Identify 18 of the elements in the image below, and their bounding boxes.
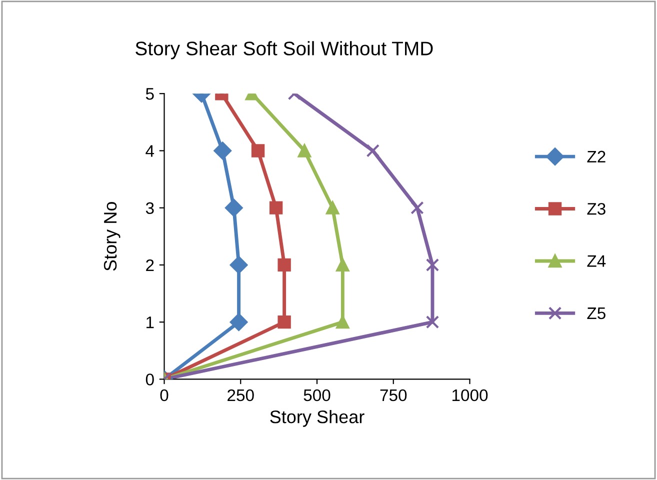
y-axis-title: Story No xyxy=(104,202,120,271)
x-tick-label: 500 xyxy=(304,389,330,402)
x-tick-label: 1000 xyxy=(452,389,488,402)
x-tick-label: 250 xyxy=(228,389,254,402)
chart-title: Story Shear Soft Soil Without TMD xyxy=(136,41,433,60)
x-tick-label: 0 xyxy=(160,389,168,402)
y-tick-label: 0 xyxy=(146,374,154,386)
legend-label: Z2 xyxy=(587,150,606,162)
y-tick-label: 1 xyxy=(146,316,154,328)
x-tick-label: 750 xyxy=(380,389,407,402)
y-tick-label: 4 xyxy=(146,145,154,157)
legend-label: Z5 xyxy=(587,308,606,320)
legend-label: Z3 xyxy=(587,202,606,215)
y-tick-label: 5 xyxy=(146,88,154,100)
x-axis-title: Story Shear xyxy=(270,410,364,427)
legend-label: Z4 xyxy=(587,255,606,267)
y-tick-label: 2 xyxy=(146,259,154,271)
y-tick-label: 3 xyxy=(146,202,154,214)
